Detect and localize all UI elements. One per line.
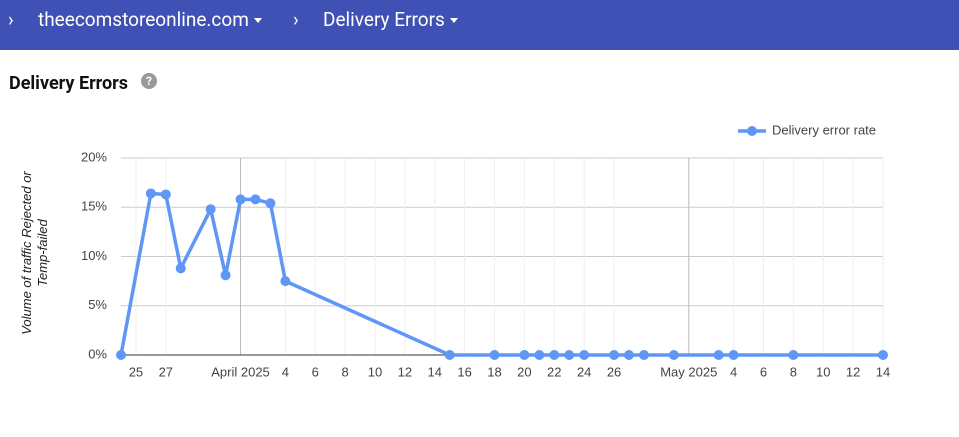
data-point <box>609 350 620 360</box>
help-icon[interactable]: ? <box>141 73 157 89</box>
data-point <box>788 350 799 360</box>
data-point <box>235 194 246 205</box>
x-tick-label: 10 <box>816 364 830 379</box>
data-point <box>116 350 126 360</box>
x-tick-label: 12 <box>846 364 860 379</box>
data-point <box>205 204 216 215</box>
y-tick-label: 10% <box>81 248 107 263</box>
x-tick-label: May 2025 <box>660 364 717 379</box>
x-tick-label: 20 <box>517 364 531 379</box>
x-tick-label: 6 <box>312 364 319 379</box>
x-tick-label: 25 <box>129 364 143 379</box>
x-tick-label: 8 <box>790 364 797 379</box>
x-tick-label: 4 <box>730 364 737 379</box>
y-tick-label: 20% <box>81 149 107 164</box>
data-point <box>160 189 171 200</box>
data-point <box>265 198 276 209</box>
legend-swatch <box>747 126 757 136</box>
data-point <box>624 350 634 360</box>
x-tick-label: 18 <box>487 364 501 379</box>
page-name[interactable]: Delivery Errors <box>323 8 445 31</box>
data-point <box>878 350 888 360</box>
data-point <box>280 276 291 287</box>
data-point <box>564 350 575 360</box>
domain-menu[interactable]: theecomstoreonline.com <box>38 8 262 31</box>
data-point <box>444 350 455 360</box>
data-point <box>668 350 679 360</box>
x-tick-label: 10 <box>368 364 382 379</box>
section-title: Delivery Errors <box>9 73 128 94</box>
data-point <box>534 350 545 360</box>
data-point <box>175 263 186 274</box>
y-tick-label: 15% <box>81 199 107 214</box>
data-point <box>713 350 724 360</box>
data-point <box>220 270 231 281</box>
series-line <box>119 191 883 357</box>
y-tick-label: 5% <box>88 297 107 312</box>
data-point <box>728 350 739 360</box>
data-point <box>250 194 261 205</box>
x-tick-label: 24 <box>577 364 591 379</box>
chevron: › <box>8 8 14 31</box>
x-tick-label: 16 <box>457 364 471 379</box>
x-tick-label: 14 <box>876 364 890 379</box>
domain[interactable]: theecomstoreonline.com <box>38 8 249 31</box>
x-tick-label: 14 <box>428 364 442 379</box>
y-tick-label: 0% <box>88 346 107 361</box>
data-point <box>145 188 156 199</box>
x-tick-label: 4 <box>282 364 289 379</box>
y-axis-label: Volume of traffic Rejected or Temp-faile… <box>19 171 50 335</box>
legend-label: Delivery error rate <box>772 122 876 137</box>
page-menu[interactable]: Delivery Errors <box>323 8 458 31</box>
data-point <box>489 350 500 360</box>
x-tick-label: 26 <box>607 364 621 379</box>
x-tick-label: 6 <box>760 364 767 379</box>
top-bar: › theecomstoreonline.com › Delivery Erro… <box>0 0 959 50</box>
x-tick-label: 12 <box>398 364 412 379</box>
x-tick-label: 22 <box>547 364 561 379</box>
data-point <box>579 350 590 360</box>
data-point <box>638 350 649 360</box>
data-point <box>519 350 530 360</box>
chevron: › <box>293 8 299 31</box>
x-tick-label: 8 <box>342 364 349 379</box>
data-point <box>549 350 560 360</box>
x-tick-label: April 2025 <box>211 364 270 379</box>
x-tick-label: 27 <box>159 364 173 379</box>
